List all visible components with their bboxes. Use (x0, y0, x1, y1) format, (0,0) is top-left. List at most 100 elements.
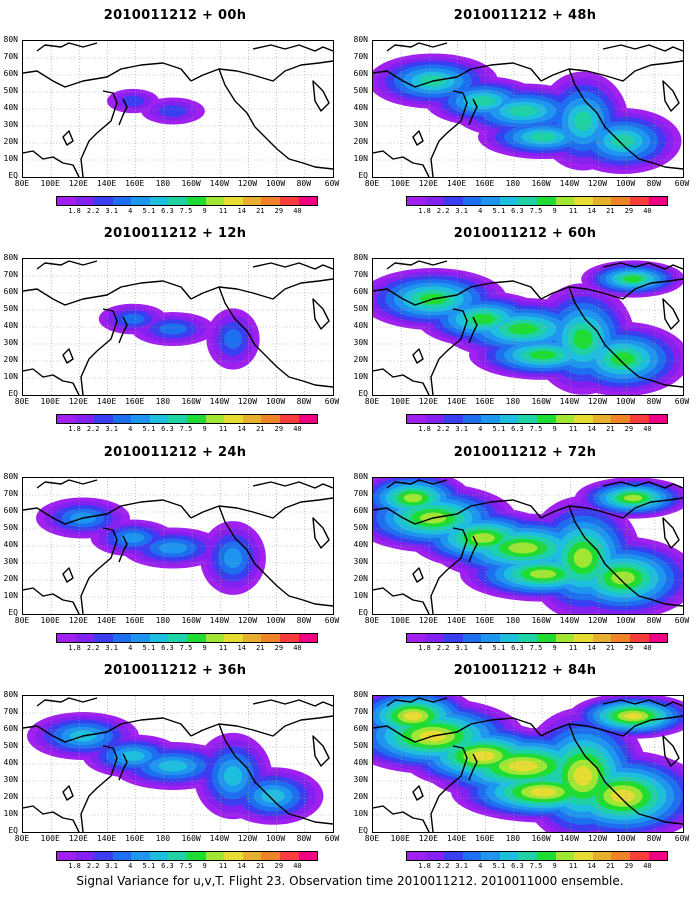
colorbar-swatch (298, 197, 318, 205)
variance-map (22, 258, 334, 396)
colorbar-swatch (112, 415, 132, 423)
colorbar-swatch (481, 634, 500, 642)
lon-tick-label: 140W (559, 397, 579, 406)
variance-map (372, 477, 684, 615)
lat-tick-label: 60N (3, 724, 18, 733)
colorbar-label: 4 (478, 207, 483, 215)
colorbar (56, 414, 318, 424)
colorbar-swatch (279, 634, 299, 642)
lon-tick-label: 120E (68, 834, 88, 843)
colorbar-swatch (425, 415, 445, 423)
colorbar-swatch (131, 852, 150, 860)
variance-map (372, 695, 684, 833)
colorbar-swatch (518, 197, 538, 205)
colorbar-label: 14 (237, 862, 246, 870)
colorbar-label: 6.3 (511, 207, 524, 215)
panel-title: 2010011212 + 60h (453, 226, 597, 241)
lat-tick-label: 40N (353, 321, 368, 330)
colorbar-swatch (224, 634, 243, 642)
colorbar-label: 21 (256, 425, 265, 433)
lon-tick-label: 120E (68, 397, 88, 406)
colorbar-swatch (57, 634, 76, 642)
colorbar-label: 6.3 (161, 425, 174, 433)
lon-tick-label: 100E (40, 616, 60, 625)
lat-tick-label: 50N (3, 86, 18, 95)
lat-tick-label: 20N (353, 574, 368, 583)
colorbar-swatch (261, 415, 280, 423)
colorbar-swatch (611, 634, 630, 642)
colorbar-label: 29 (274, 207, 284, 215)
colorbar-swatch (57, 852, 76, 860)
colorbar-label: 9 (552, 644, 557, 652)
lon-tick-label: 180 (155, 397, 171, 406)
colorbar-label: 2.2 (86, 207, 100, 215)
colorbar-swatch (462, 415, 482, 423)
colorbar-label: 7.5 (529, 644, 543, 652)
lat-tick-label: 60N (353, 724, 368, 733)
colorbar-label: 7.5 (179, 862, 193, 870)
colorbar-swatch (499, 852, 519, 860)
colorbar-label: 14 (237, 207, 246, 215)
colorbar-swatch (149, 634, 169, 642)
colorbar-label: 9 (552, 862, 557, 870)
lat-tick-label: 80N (3, 472, 18, 481)
colorbar-swatch (187, 634, 206, 642)
colorbar-swatch (75, 634, 95, 642)
lat-tick-label: 60N (353, 287, 368, 296)
colorbar-swatch (168, 852, 188, 860)
panel-title: 2010011212 + 12h (103, 226, 247, 241)
colorbar-swatch (75, 197, 95, 205)
colorbar-swatch (592, 852, 612, 860)
colorbar-label: 1.8 (418, 644, 431, 652)
colorbar-swatch (75, 852, 95, 860)
colorbar-label: 7.5 (529, 862, 543, 870)
lat-tick-label: 50N (353, 741, 368, 750)
lon-tick-label: 60W (324, 179, 340, 188)
lon-tick-label: 100W (265, 397, 286, 406)
colorbar-swatch (555, 197, 575, 205)
lat-tick-label: EQ (358, 608, 368, 617)
lon-tick-label: 160E (475, 616, 495, 625)
map-panel: 2010011212 + 12h 80N 70N 60N 50N 40N 30N 20N 10N… (0, 218, 350, 433)
lon-tick-label: 120W (237, 179, 258, 188)
lon-tick-label: 80W (646, 834, 662, 843)
colorbar-label: 6.3 (511, 644, 524, 652)
lat-tick-label: 20N (353, 792, 368, 801)
colorbar-swatch (187, 852, 206, 860)
colorbar-label: 29 (274, 862, 284, 870)
colorbar-label: 1.8 (418, 425, 431, 433)
colorbar-swatch (168, 415, 188, 423)
lat-tick-label: 30N (3, 557, 18, 566)
colorbar-swatch (574, 634, 593, 642)
lon-tick-label: 80E (14, 179, 30, 188)
panel-title: 2010011212 + 24h (103, 445, 247, 460)
lon-tick-label: 160W (181, 834, 201, 843)
colorbar-swatch (57, 197, 76, 205)
lat-tick-label: 80N (353, 35, 368, 44)
colorbar-swatch (57, 415, 76, 423)
lon-tick-label: 80W (646, 397, 662, 406)
lon-tick-label: 60W (674, 616, 690, 625)
lon-tick-label: 120E (68, 179, 88, 188)
colorbar-label: 6.3 (511, 425, 524, 433)
colorbar-label: 5.1 (492, 207, 506, 215)
colorbar-swatch (592, 634, 612, 642)
colorbar-label: 11 (218, 207, 228, 215)
colorbar-label: 3.1 (105, 207, 119, 215)
colorbar-label: 3.1 (105, 862, 119, 870)
colorbar-label: 5.1 (492, 425, 506, 433)
panel-title: 2010011212 + 72h (453, 445, 597, 460)
colorbar-label: 6.3 (161, 862, 174, 870)
colorbar-swatch (481, 415, 500, 423)
colorbar-label: 7.5 (179, 644, 193, 652)
colorbar-swatch (242, 415, 262, 423)
lat-tick-label: 10N (353, 372, 368, 381)
colorbar-label: 4 (478, 425, 483, 433)
colorbar-label: 21 (256, 862, 265, 870)
colorbar-swatch (149, 197, 169, 205)
lon-tick-label: 100E (390, 179, 410, 188)
colorbar-label: 9 (202, 207, 207, 215)
colorbar-swatch (518, 415, 538, 423)
colorbar-swatch (187, 415, 206, 423)
colorbar-label: 40 (643, 862, 652, 870)
